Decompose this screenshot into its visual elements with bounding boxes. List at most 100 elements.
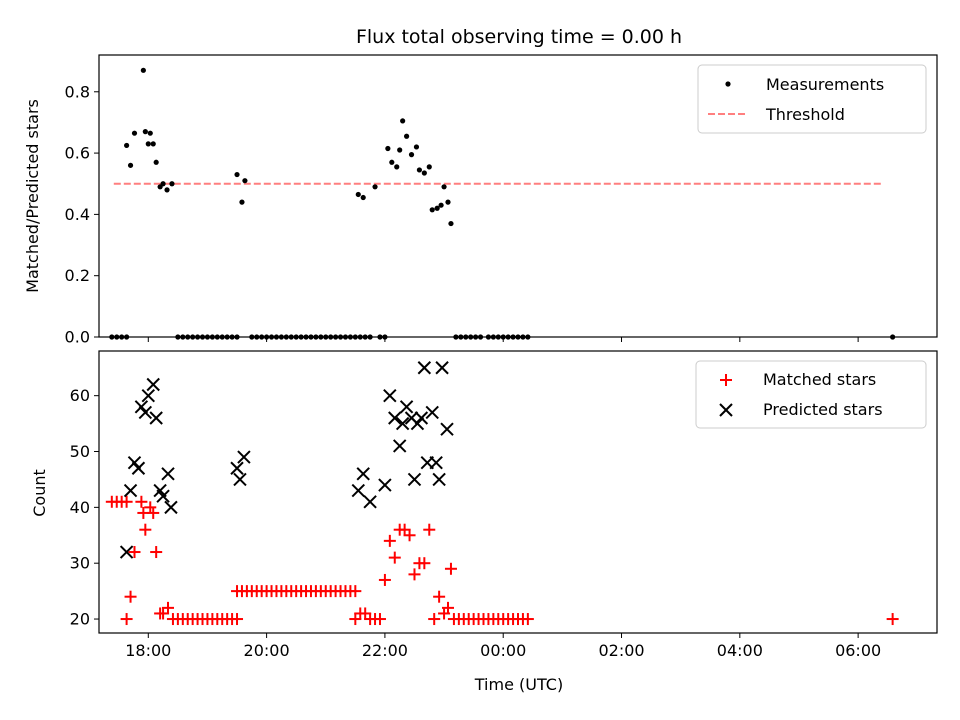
- measurement-point: [385, 145, 391, 152]
- x-tick-label: 00:00: [480, 641, 526, 660]
- measurement-point: [160, 181, 166, 187]
- predicted-star-point: [230, 461, 244, 475]
- matched-star-point: [383, 534, 396, 547]
- predicted-star-point: [429, 455, 443, 470]
- predicted-star-point: [388, 411, 402, 425]
- predicted-star-point: [127, 455, 142, 470]
- measurement-point: [413, 144, 420, 150]
- predicted-star-point: [432, 472, 446, 487]
- predicted-star-point: [383, 388, 397, 403]
- matched-star-point: [521, 613, 534, 626]
- predicted-star-point: [141, 388, 156, 403]
- measurement-point: [434, 205, 440, 211]
- measurement-point: [145, 141, 151, 147]
- ratio-y-tick-label: 0.8: [65, 82, 90, 101]
- ratio-legend-frame: [697, 64, 927, 134]
- measurement-point: [153, 159, 159, 165]
- matched-star-point: [886, 613, 899, 626]
- measurement-point: [164, 187, 170, 193]
- ratio-y-tick-label: 0.6: [65, 144, 90, 163]
- legend-matched-marker: [720, 374, 732, 386]
- matched-star-point: [418, 557, 431, 570]
- ratio-panel: 0.00.20.40.60.8 Matched/Predicted stars …: [23, 54, 938, 347]
- x-tick-label: 06:00: [835, 641, 881, 660]
- predicted-star-point: [161, 467, 175, 481]
- x-tick-label: 20:00: [244, 641, 290, 660]
- x-tick-label: 04:00: [717, 641, 763, 660]
- measurement-point: [445, 199, 451, 205]
- measurement-point: [400, 118, 406, 124]
- predicted-star-point: [138, 405, 153, 420]
- measurement-point: [438, 202, 444, 208]
- measurement-point: [127, 162, 134, 168]
- ratio-legend: Measurements Threshold: [697, 64, 927, 134]
- predicted-star-point: [399, 400, 414, 414]
- count-panel: 20 30 40 50 60 18:00 20:00 22:00 00:00 02:00 04:0…: [30, 350, 938, 694]
- measurement-point: [169, 181, 175, 187]
- measurement-point: [239, 199, 245, 205]
- matched-star-point: [162, 601, 175, 614]
- predicted-star-point: [414, 411, 429, 425]
- predicted-star-point: [392, 439, 407, 453]
- legend-matched-label: Matched stars: [763, 370, 876, 389]
- measurement-point: [234, 171, 240, 178]
- legend-measurements-marker: [725, 81, 731, 87]
- predicted-star-point: [417, 361, 432, 375]
- matched-star-point: [120, 613, 133, 626]
- measurement-point: [441, 184, 447, 190]
- matched-star-point: [378, 573, 391, 586]
- measurement-point: [397, 147, 403, 153]
- matched-star-point: [403, 529, 416, 542]
- matched-star-point: [150, 546, 163, 559]
- predicted-star-point: [237, 450, 251, 464]
- measurement-point: [429, 207, 435, 213]
- count-y-tick-label: 60: [70, 386, 90, 405]
- x-tick-label: 22:00: [362, 641, 408, 660]
- x-tick-label: 02:00: [598, 641, 644, 660]
- predicted-star-point: [425, 405, 439, 420]
- count-y-tick-label: 30: [70, 554, 90, 573]
- count-y-axis-label: Count: [30, 469, 49, 517]
- measurement-point: [131, 130, 138, 136]
- measurement-point: [408, 152, 415, 158]
- legend-measurements-label: Measurements: [766, 75, 884, 94]
- predicted-star-point: [407, 472, 422, 487]
- x-tick-label: 18:00: [125, 641, 171, 660]
- count-axes-frame: [98, 350, 938, 634]
- predicted-star-point: [363, 495, 377, 509]
- ratio-y-tick-label: 0.4: [65, 205, 90, 224]
- ratio-y-tick-label: 0.0: [65, 328, 90, 347]
- measurement-point: [242, 178, 248, 184]
- predicted-star-point: [356, 467, 370, 481]
- matched-star-point: [144, 501, 157, 514]
- measurement-point: [389, 159, 395, 165]
- matched-star-point: [423, 523, 436, 536]
- predicted-star-point: [149, 411, 163, 425]
- measurement-point: [147, 130, 153, 136]
- measurement-point: [355, 191, 361, 198]
- predicted-star-point: [435, 361, 449, 375]
- predicted-star-point: [351, 483, 365, 498]
- legend-threshold-label: Threshold: [765, 105, 845, 124]
- matched-star-point: [408, 568, 421, 581]
- matched-star-point: [139, 523, 152, 536]
- matched-star-point: [128, 546, 141, 559]
- predicted-star-point: [233, 472, 247, 487]
- count-y-tick-label: 20: [70, 610, 90, 629]
- predicted-star-point: [146, 377, 160, 392]
- predicted-star-point: [410, 416, 425, 431]
- matched-star-point: [428, 613, 441, 626]
- measurement-point: [140, 67, 146, 73]
- matched-star-point: [231, 613, 244, 626]
- measurement-point: [416, 167, 423, 173]
- x-axis-label: Time (UTC): [474, 675, 563, 694]
- ratio-y-tick-label: 0.2: [65, 266, 90, 285]
- matched-star-point: [433, 590, 446, 603]
- predicted-star-point: [156, 489, 170, 503]
- legend-predicted-label: Predicted stars: [763, 400, 883, 419]
- matched-star-point: [349, 585, 362, 598]
- count-y-tick-label: 50: [70, 442, 90, 461]
- matched-star-point: [444, 562, 457, 575]
- measurement-point: [372, 184, 378, 190]
- measurement-point: [403, 133, 410, 139]
